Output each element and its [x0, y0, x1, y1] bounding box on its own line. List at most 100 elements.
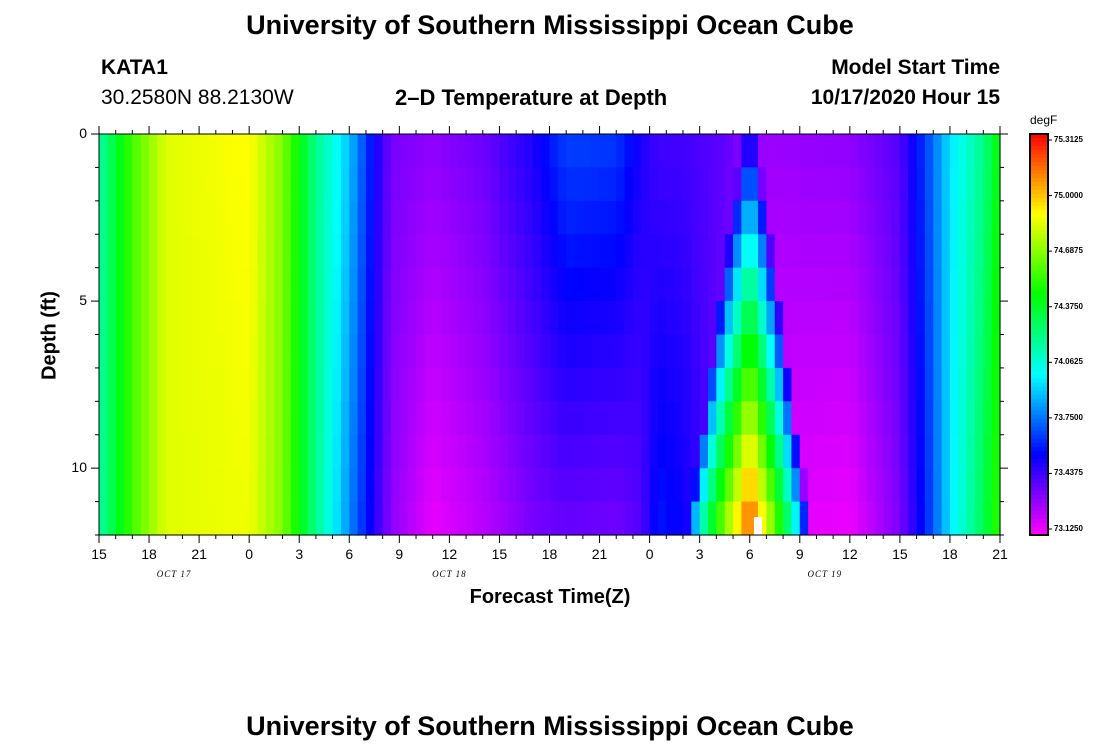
heatmap-cell: [240, 234, 250, 269]
heatmap-cell: [841, 134, 851, 169]
y-axis-label: Depth (ft): [38, 291, 61, 380]
heatmap-cell: [891, 501, 901, 536]
heatmap-cell: [416, 501, 425, 536]
heatmap-cell: [682, 167, 692, 202]
heatmap-cell: [799, 434, 809, 469]
heatmap-cell: [274, 167, 284, 202]
heatmap-cell: [691, 234, 701, 269]
heatmap-cell: [165, 267, 175, 302]
colorbar-swatch: [1030, 430, 1048, 436]
heatmap-cell: [983, 401, 993, 436]
heatmap-cell: [215, 468, 225, 503]
heatmap-cell: [682, 367, 692, 402]
heatmap-cell: [908, 267, 918, 302]
heatmap-cell: [182, 167, 192, 202]
x-tick-label: 21: [591, 546, 608, 562]
heatmap-cell: [858, 434, 868, 469]
heatmap-cell: [491, 367, 501, 402]
heatmap-cell: [916, 134, 926, 169]
colorbar-swatch: [1030, 142, 1048, 147]
heatmap-cell: [390, 134, 400, 169]
heatmap-cell: [824, 434, 834, 469]
heatmap-cell: [441, 134, 450, 169]
heatmap-cell: [574, 401, 584, 436]
heatmap-cell: [641, 334, 651, 369]
heatmap-cell: [716, 200, 726, 235]
heatmap-cell: [666, 434, 676, 469]
heatmap-cell: [307, 200, 317, 235]
heatmap-cell: [299, 367, 309, 402]
heatmap-cell: [140, 234, 150, 269]
heatmap-cell: [499, 267, 509, 302]
heatmap-cell: [808, 468, 818, 503]
heatmap-cell: [691, 267, 701, 302]
heatmap-cell: [958, 301, 968, 336]
heatmap-cell: [591, 501, 601, 536]
heatmap-cell: [624, 301, 634, 336]
heatmap-cell: [624, 134, 634, 169]
heatmap-cell: [549, 401, 559, 436]
colorbar-swatch: [1030, 186, 1048, 191]
heatmap-cell: [224, 334, 234, 369]
heatmap-cell: [549, 200, 559, 235]
heatmap-cell: [682, 401, 692, 436]
heatmap-cell: [699, 134, 709, 169]
colorbar-swatch: [1030, 282, 1048, 287]
heatmap-cell: [249, 267, 259, 302]
heatmap-cell: [682, 468, 692, 503]
heatmap-cell: [641, 401, 651, 436]
heatmap-cell: [399, 134, 409, 169]
heatmap-cell: [441, 234, 450, 269]
heatmap-cell: [149, 434, 158, 469]
heatmap-cell: [240, 267, 250, 302]
heatmap-cell: [374, 301, 384, 336]
heatmap-cell: [390, 301, 400, 336]
heatmap-cell: [682, 134, 692, 169]
heatmap-cell: [474, 434, 484, 469]
heatmap-cell: [224, 134, 234, 169]
heatmap-cell: [207, 401, 217, 436]
heatmap-cell: [833, 234, 843, 269]
heatmap-cell: [724, 301, 734, 336]
heatmap-cell: [374, 401, 384, 436]
heatmap-cell: [432, 468, 442, 503]
heatmap-cell: [824, 367, 834, 402]
x-tick-label: 21: [191, 546, 207, 562]
heatmap-cell: [507, 501, 517, 536]
heatmap-cell: [491, 401, 501, 436]
heatmap-cell: [924, 468, 934, 503]
heatmap-cell: [657, 234, 667, 269]
heatmap-cell: [340, 167, 350, 202]
heatmap-cell: [265, 134, 275, 169]
heatmap-cell: [824, 301, 834, 336]
heatmap-cell: [883, 267, 893, 302]
heatmap-cell: [566, 334, 576, 369]
heatmap-cell: [115, 200, 125, 235]
heatmap-cell: [599, 501, 609, 536]
heatmap-cell: [190, 501, 200, 536]
heatmap-cell: [290, 401, 300, 436]
heatmap-cell: [532, 167, 542, 202]
heatmap-cell: [749, 134, 759, 169]
heatmap-cell: [190, 468, 200, 503]
heatmap-cell: [507, 167, 517, 202]
heatmap-cell: [174, 234, 184, 269]
heatmap-cell: [632, 167, 642, 202]
heatmap-cell: [808, 301, 818, 336]
heatmap-cell: [541, 301, 551, 336]
heatmap-cell: [891, 167, 901, 202]
heatmap-cell: [374, 200, 384, 235]
heatmap-cell: [749, 200, 759, 235]
heatmap-cell: [390, 167, 400, 202]
heatmap-cell: [908, 234, 918, 269]
heatmap-cell: [874, 267, 884, 302]
heatmap-cell: [257, 301, 267, 336]
heatmap-cell: [657, 167, 667, 202]
heatmap-cell: [574, 267, 584, 302]
heatmap-cell: [265, 301, 275, 336]
heatmap-cell: [107, 301, 117, 336]
heatmap-cell: [174, 434, 184, 469]
heatmap-cell: [532, 434, 542, 469]
heatmap-cell: [249, 434, 259, 469]
heatmap-cell: [449, 501, 459, 536]
